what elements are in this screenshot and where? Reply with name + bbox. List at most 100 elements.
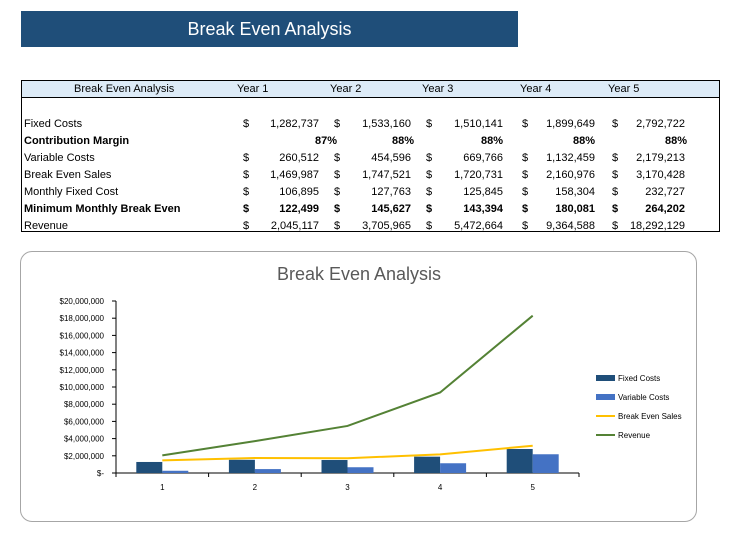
header-year-2: Year 2 bbox=[330, 83, 362, 95]
row-label: Contribution Margin bbox=[24, 135, 130, 147]
header-label: Break Even Analysis bbox=[74, 83, 175, 95]
line-revenue bbox=[162, 314, 534, 457]
cell-value: 2,179,213 bbox=[636, 152, 685, 164]
legend-label: Revenue bbox=[618, 431, 651, 440]
table-row: Revenue $2,045,117 $3,705,965 $5,472,664 $9,… bbox=[22, 218, 719, 235]
y-tick-label: $- bbox=[97, 469, 104, 478]
row-label: Minimum Monthly Break Even bbox=[24, 203, 181, 215]
table-row: Minimum Monthly Break Even $122,499 $145,6… bbox=[22, 201, 719, 218]
cell-value: 3,170,428 bbox=[636, 169, 685, 181]
currency-symbol: $ bbox=[426, 203, 433, 215]
currency-symbol: $ bbox=[334, 169, 341, 181]
header-year-3: Year 3 bbox=[422, 83, 454, 95]
bar-fixed-costs bbox=[228, 459, 255, 473]
x-tick-label: 5 bbox=[530, 483, 535, 492]
y-tick-label: $20,000,000 bbox=[60, 297, 105, 306]
currency-symbol: $ bbox=[426, 118, 433, 130]
cell-value: 88% bbox=[664, 135, 687, 147]
y-tick-label: $6,000,000 bbox=[64, 417, 105, 426]
y-tick-label: $12,000,000 bbox=[60, 366, 105, 375]
table-row: Contribution Margin 87% 88% 88% 88% 88% bbox=[22, 133, 719, 150]
currency-symbol: $ bbox=[426, 220, 433, 232]
cell-value: 1,469,987 bbox=[270, 169, 319, 181]
currency-symbol: $ bbox=[612, 203, 619, 215]
cell-value: 106,895 bbox=[279, 186, 319, 198]
currency-symbol: $ bbox=[243, 203, 250, 215]
x-tick-label: 4 bbox=[438, 483, 443, 492]
legend-label: Fixed Costs bbox=[618, 374, 660, 383]
row-label: Fixed Costs bbox=[24, 118, 83, 130]
chart-svg: Break Even Analysis $- $2,000,000 $4,000,00… bbox=[60, 264, 682, 492]
legend-swatch bbox=[596, 394, 615, 400]
bar-variable-costs bbox=[532, 454, 559, 473]
cell-value: 2,045,117 bbox=[270, 220, 319, 232]
cell-value: 1,533,160 bbox=[362, 118, 411, 130]
row-label: Revenue bbox=[24, 220, 69, 232]
currency-symbol: $ bbox=[334, 203, 341, 215]
cell-value: 145,627 bbox=[371, 203, 411, 215]
bar-fixed-costs bbox=[136, 461, 163, 473]
cell-value: 143,394 bbox=[463, 203, 503, 215]
cell-value: 127,763 bbox=[371, 186, 411, 198]
currency-symbol: $ bbox=[334, 220, 341, 232]
y-tick-label: $16,000,000 bbox=[60, 331, 105, 340]
y-tick-label: $14,000,000 bbox=[60, 349, 105, 358]
cell-value: 88% bbox=[480, 135, 503, 147]
bar-variable-costs bbox=[347, 467, 374, 473]
header-year-5: Year 5 bbox=[608, 83, 640, 95]
currency-symbol: $ bbox=[522, 152, 529, 164]
legend-label: Break Even Sales bbox=[618, 412, 682, 421]
currency-symbol: $ bbox=[426, 186, 433, 198]
currency-symbol: $ bbox=[426, 169, 433, 181]
table-row: Monthly Fixed Cost $106,895 $127,763 $125,8… bbox=[22, 184, 719, 201]
cell-value: 88% bbox=[572, 135, 595, 147]
cell-value: 1,747,521 bbox=[362, 169, 411, 181]
cell-value: 1,282,737 bbox=[270, 118, 319, 130]
currency-symbol: $ bbox=[334, 118, 341, 130]
cell-value: 454,596 bbox=[371, 152, 411, 164]
bar-fixed-costs bbox=[321, 460, 348, 473]
bar-variable-costs bbox=[440, 463, 467, 473]
cell-value: 2,160,976 bbox=[546, 169, 595, 181]
row-label: Monthly Fixed Cost bbox=[24, 186, 119, 198]
bar-variable-costs bbox=[254, 469, 281, 473]
cell-value: 1,899,649 bbox=[546, 118, 595, 130]
cell-value: 87% bbox=[314, 135, 337, 147]
cell-value: 3,705,965 bbox=[362, 220, 411, 232]
cell-value: 1,132,459 bbox=[546, 152, 595, 164]
currency-symbol: $ bbox=[612, 169, 619, 181]
bar-variable-costs bbox=[162, 470, 189, 473]
cell-value: 9,364,588 bbox=[546, 220, 595, 232]
cell-value: 158,304 bbox=[555, 186, 595, 198]
currency-symbol: $ bbox=[334, 186, 341, 198]
table-header: Break Even Analysis Year 1 Year 2 Year 3… bbox=[22, 81, 719, 98]
row-label: Break Even Sales bbox=[24, 169, 112, 181]
currency-symbol: $ bbox=[243, 152, 250, 164]
cell-value: 1,510,141 bbox=[454, 118, 503, 130]
cell-value: 669,766 bbox=[463, 152, 503, 164]
bar-fixed-costs bbox=[414, 456, 441, 473]
y-tick-label: $10,000,000 bbox=[60, 383, 105, 392]
currency-symbol: $ bbox=[243, 186, 250, 198]
cell-value: 180,081 bbox=[555, 203, 595, 215]
cell-value: 125,845 bbox=[463, 186, 503, 198]
cell-value: 88% bbox=[391, 135, 414, 147]
table-row: Fixed Costs $1,282,737 $1,533,160 $1,510,14… bbox=[22, 116, 719, 133]
cell-value: 5,472,664 bbox=[454, 220, 503, 232]
currency-symbol: $ bbox=[612, 220, 619, 232]
cell-value: 260,512 bbox=[279, 152, 319, 164]
currency-symbol: $ bbox=[522, 118, 529, 130]
currency-symbol: $ bbox=[243, 220, 250, 232]
legend-label: Variable Costs bbox=[618, 393, 669, 402]
line-break-even-sales bbox=[162, 444, 533, 462]
row-label: Variable Costs bbox=[24, 152, 95, 164]
currency-symbol: $ bbox=[612, 186, 619, 198]
header-year-1: Year 1 bbox=[237, 83, 269, 95]
cell-value: 232,727 bbox=[645, 186, 685, 198]
currency-symbol: $ bbox=[522, 203, 529, 215]
cell-value: 18,292,129 bbox=[629, 220, 685, 232]
y-tick-label: $2,000,000 bbox=[64, 452, 105, 461]
y-tick-label: $4,000,000 bbox=[64, 435, 105, 444]
x-tick-label: 1 bbox=[160, 483, 165, 492]
break-even-table: Break Even Analysis Year 1 Year 2 Year 3… bbox=[21, 80, 720, 232]
